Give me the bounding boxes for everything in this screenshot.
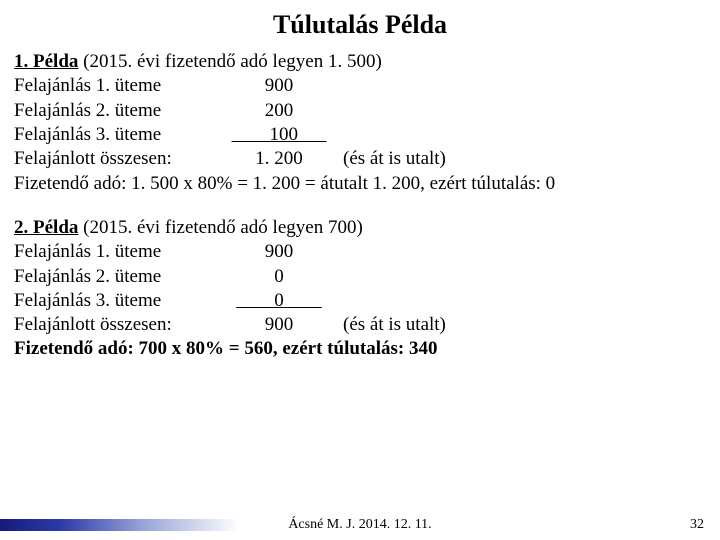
total-row: Felajánlott összesen: 1. 200 (és át is u… <box>14 147 706 171</box>
row-value-text: 0 <box>274 290 284 311</box>
row-label: Felajánlás 2. üteme <box>14 265 219 289</box>
total-value: 900 <box>219 313 339 337</box>
row-value: 900 <box>219 240 339 264</box>
example-2-subtitle: (2015. évi fizetendő adó legyen 700) <box>78 217 362 238</box>
example-1-subtitle: (2015. évi fizetendő adó legyen 1. 500) <box>78 51 381 72</box>
footer: Ácsné M. J. 2014. 12. 11. 32 <box>0 510 720 540</box>
total-suffix: (és át is utalt) <box>339 313 446 337</box>
example-1-label: 1. Példa <box>14 51 78 72</box>
table-row: Felajánlás 1. üteme 900 <box>14 74 706 98</box>
total-label: Felajánlott összesen: <box>14 147 219 171</box>
content-area: 1. Példa (2015. évi fizetendő adó legyen… <box>0 50 720 362</box>
row-value-text: 100 <box>270 124 299 145</box>
row-value: 0 <box>219 265 339 289</box>
row-label: Felajánlás 1. üteme <box>14 74 219 98</box>
row-value: 200 <box>219 99 339 123</box>
total-row: Felajánlott összesen: 900 (és át is utal… <box>14 313 706 337</box>
example-2-label: 2. Példa <box>14 217 78 238</box>
row-value-underline: 100 <box>219 123 339 147</box>
example-1: 1. Példa (2015. évi fizetendő adó legyen… <box>14 50 706 196</box>
table-row: Felajánlás 3. üteme 0 <box>14 289 706 313</box>
example-1-header: 1. Példa (2015. évi fizetendő adó legyen… <box>14 50 706 74</box>
total-value: 1. 200 <box>219 147 339 171</box>
row-value-underline: 0 <box>219 289 339 313</box>
table-row: Felajánlás 2. üteme 0 <box>14 265 706 289</box>
final-line: Fizetendő adó: 1. 500 x 80% = 1. 200 = á… <box>14 172 706 196</box>
total-label: Felajánlott összesen: <box>14 313 219 337</box>
table-row: Felajánlás 2. üteme 200 <box>14 99 706 123</box>
page-title: Túlutalás Példa <box>0 0 720 50</box>
footer-page-number: 32 <box>690 517 704 533</box>
row-value: 900 <box>219 74 339 98</box>
total-suffix: (és át is utalt) <box>339 147 446 171</box>
footer-author: Ácsné M. J. 2014. 12. 11. <box>0 517 720 533</box>
row-label: Felajánlás 2. üteme <box>14 99 219 123</box>
row-label: Felajánlás 1. üteme <box>14 240 219 264</box>
row-label: Felajánlás 3. üteme <box>14 123 219 147</box>
example-2-header: 2. Példa (2015. évi fizetendő adó legyen… <box>14 216 706 240</box>
final-line: Fizetendő adó: 700 x 80% = 560, ezért tú… <box>14 337 706 361</box>
table-row: Felajánlás 3. üteme 100 <box>14 123 706 147</box>
example-2: 2. Példa (2015. évi fizetendő adó legyen… <box>14 216 706 362</box>
table-row: Felajánlás 1. üteme 900 <box>14 240 706 264</box>
row-label: Felajánlás 3. üteme <box>14 289 219 313</box>
